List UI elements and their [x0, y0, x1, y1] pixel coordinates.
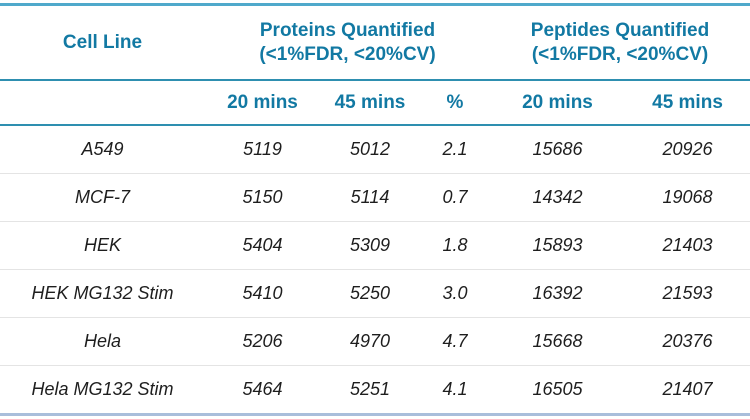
percent-value: 4.7 [420, 317, 490, 366]
column-group-proteins-line2: (<1%FDR, <20%CV) [259, 43, 436, 65]
column-group-peptides-line1: Peptides Quantified [530, 19, 710, 41]
proteins-45mins-value: 5114 [320, 173, 420, 222]
quantification-table: Cell Line Proteins Quantified (<1%FDR, <… [0, 3, 750, 416]
peptides-20mins-value: 15686 [490, 125, 625, 174]
peptides-45mins-value: 20926 [625, 125, 750, 174]
peptides-45mins-value: 19068 [625, 173, 750, 222]
peptides-20mins-value: 15668 [490, 317, 625, 366]
cell-line-value: HEK MG132 Stim [0, 269, 205, 318]
table-body: A549 5119 5012 2.1 15686 20926 MCF-7 515… [0, 125, 750, 415]
peptides-20mins-value: 16392 [490, 269, 625, 318]
proteins-20mins-value: 5410 [205, 269, 320, 318]
sub-header-proteins-45mins: 45 mins [320, 80, 420, 126]
table-row: HEK 5404 5309 1.8 15893 21403 [0, 221, 750, 270]
table-row: A549 5119 5012 2.1 15686 20926 [0, 125, 750, 174]
peptides-20mins-value: 14342 [490, 173, 625, 222]
cell-line-value: Hela MG132 Stim [31, 379, 174, 399]
sub-header-row: 20 mins 45 mins % 20 mins 45 mins [0, 80, 750, 126]
cell-line-value: MCF-7 [0, 173, 205, 222]
peptides-20mins-value: 15893 [490, 221, 625, 270]
proteins-45mins-value: 5250 [320, 269, 420, 318]
cell-line-value: A549 [0, 125, 205, 174]
proteins-20mins-value: 5119 [205, 125, 320, 174]
column-group-proteins-quantified: Proteins Quantified (<1%FDR, <20%CV) [205, 4, 490, 81]
column-header-cell-line: Cell Line [0, 4, 205, 81]
proteins-20mins-value: 5404 [205, 221, 320, 270]
percent-value: 0.7 [420, 173, 490, 222]
sub-header-percent: % [420, 80, 490, 126]
column-group-peptides-line2: (<1%FDR, <20%CV) [531, 43, 709, 65]
table-header: Cell Line Proteins Quantified (<1%FDR, <… [0, 4, 750, 126]
percent-value: 4.1 [442, 379, 468, 399]
proteins-45mins-value: 5012 [320, 125, 420, 174]
proteins-20mins-value: 5206 [205, 317, 320, 366]
table-row: HEK MG132 Stim 5410 5250 3.0 16392 21593 [0, 269, 750, 318]
cell-line-value: HEK [0, 221, 205, 270]
percent-value: 2.1 [420, 125, 490, 174]
table-row: Hela MG132 Stim 5464 5251 4.1 16505 2140… [0, 366, 750, 415]
peptides-45mins-value: 20376 [625, 317, 750, 366]
proteins-45mins-value: 5251 [349, 379, 391, 399]
sub-header-proteins-20mins: 20 mins [205, 80, 320, 126]
peptides-45mins-value: 21593 [625, 269, 750, 318]
column-group-proteins-line1: Proteins Quantified [259, 19, 436, 41]
proteins-20mins-value: 5464 [242, 379, 283, 399]
group-header-row: Cell Line Proteins Quantified (<1%FDR, <… [0, 4, 750, 81]
proteins-20mins-value: 5150 [205, 173, 320, 222]
cell-line-value: Hela [0, 317, 205, 366]
sub-header-empty [0, 80, 205, 126]
peptides-20mins-value: 16505 [532, 379, 583, 399]
proteins-45mins-value: 5309 [320, 221, 420, 270]
sub-header-peptides-45mins: 45 mins [625, 80, 750, 126]
peptides-45mins-value: 21407 [662, 379, 713, 399]
peptides-45mins-value: 21403 [625, 221, 750, 270]
table-row: Hela 5206 4970 4.7 15668 20376 [0, 317, 750, 366]
percent-value: 3.0 [420, 269, 490, 318]
proteins-45mins-value: 4970 [320, 317, 420, 366]
sub-header-peptides-20mins: 20 mins [490, 80, 625, 126]
column-group-peptides-quantified: Peptides Quantified (<1%FDR, <20%CV) [490, 4, 750, 81]
table-row: MCF-7 5150 5114 0.7 14342 19068 [0, 173, 750, 222]
percent-value: 1.8 [420, 221, 490, 270]
